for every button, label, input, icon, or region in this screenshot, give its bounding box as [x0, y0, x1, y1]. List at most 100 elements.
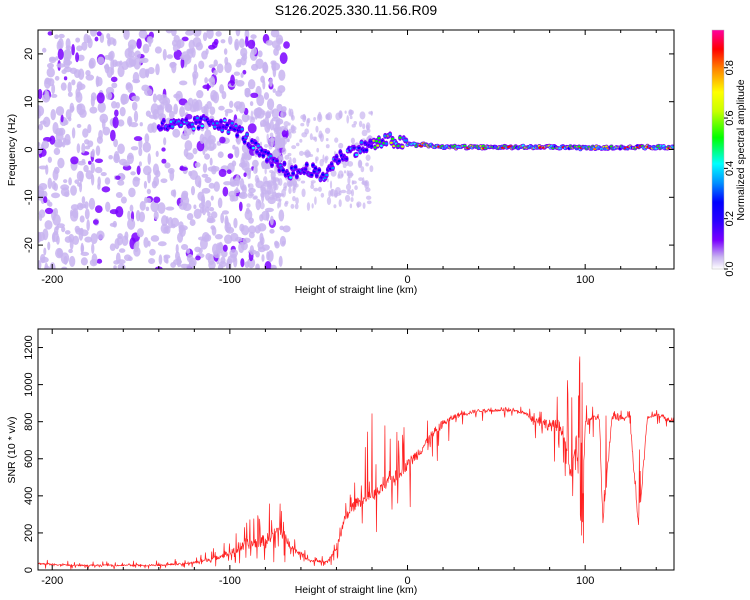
spectral-blob — [105, 201, 111, 212]
spectral-blob — [221, 250, 228, 258]
spectral-blob — [194, 162, 201, 168]
spectral-blob — [147, 123, 155, 134]
spectral-blob — [247, 191, 254, 199]
spectral-blob — [61, 266, 68, 269]
spectral-blob — [266, 133, 269, 141]
spectral-ridge-core — [352, 146, 356, 149]
snr-x-axis-label: Height of straight line (km) — [295, 584, 418, 596]
spectral-blob — [165, 30, 173, 34]
spectral-blob — [192, 147, 198, 155]
spectral-blob — [120, 196, 127, 204]
spectral-blob — [328, 190, 332, 198]
spectral-blob — [284, 154, 290, 160]
spectral-blob — [212, 91, 220, 104]
spectral-blob — [111, 101, 118, 109]
spectral-blob — [53, 166, 60, 175]
spectral-blob — [348, 109, 354, 115]
spectral-ridge-core — [240, 128, 244, 131]
spectral-blob — [171, 30, 177, 37]
spectral-blob — [235, 61, 242, 68]
spectral-blob — [128, 187, 136, 198]
spectral-blob — [272, 189, 277, 198]
spectral-blob — [60, 82, 67, 91]
spectral-blob — [136, 165, 141, 176]
spectral-blob — [234, 146, 240, 158]
spectral-blob — [316, 147, 320, 153]
spectral-blob — [44, 265, 50, 269]
spectral-blob — [192, 73, 197, 86]
spectral-blob — [310, 180, 316, 184]
x-tick-label: -200 — [41, 575, 63, 587]
spectral-blob — [115, 191, 123, 198]
spectral-blob — [362, 202, 366, 209]
spectral-ridge-core — [261, 154, 265, 157]
spectral-blob — [326, 112, 333, 121]
spectral-blob — [184, 140, 193, 151]
spectral-blob — [290, 130, 297, 134]
spectral-blob — [248, 217, 254, 224]
spectral-blob — [274, 240, 279, 247]
spectral-blob — [165, 206, 175, 211]
spectral-blob — [141, 57, 149, 63]
spectral-blob — [220, 256, 226, 265]
spectral-blob — [113, 260, 120, 265]
spectral-ridge-core — [388, 133, 392, 136]
spectral-blob — [235, 105, 239, 112]
spectral-blob — [76, 143, 81, 154]
x-tick-label: 100 — [576, 274, 594, 286]
spectral-blob — [247, 39, 256, 49]
spectral-blob — [245, 207, 250, 215]
spectral-blob — [233, 188, 240, 194]
y-tick-label: 20 — [23, 48, 35, 60]
spectral-blob — [205, 200, 212, 209]
spectral-blob — [109, 129, 116, 142]
spectral-blob — [244, 87, 251, 93]
spectral-blob — [358, 177, 364, 182]
spectral-blob — [69, 105, 75, 112]
spectral-blob — [267, 250, 274, 262]
spectral-blob — [247, 257, 256, 269]
spectral-blob — [260, 191, 266, 198]
spectral-blob — [278, 209, 285, 222]
spectral-ridge-core — [230, 122, 234, 125]
spectral-blob — [47, 201, 53, 207]
x-tick-label: 0 — [404, 575, 410, 587]
spectral-blob — [153, 196, 161, 203]
spectral-blob — [272, 88, 276, 93]
snr-x-ticks: -200 -100 0 100 — [41, 329, 657, 587]
spectral-ridge-core — [192, 127, 196, 130]
spectral-blob — [110, 67, 115, 76]
spectral-blob — [221, 91, 227, 100]
y-tick-label: 600 — [23, 450, 35, 468]
spectral-blob — [365, 154, 371, 161]
spectral-blob — [241, 112, 250, 123]
spectral-blob — [347, 176, 351, 185]
spectral-blob — [201, 187, 211, 194]
spectral-blob — [229, 249, 238, 258]
spectral-blob — [175, 243, 179, 254]
spectral-blob — [113, 265, 117, 269]
spectral-blob — [101, 186, 111, 193]
spectral-blob — [262, 79, 266, 90]
spectral-blob — [97, 101, 106, 113]
spectral-blob — [47, 156, 53, 163]
spectral-blob — [277, 120, 281, 126]
spectral-blob — [281, 188, 286, 198]
spectral-blob — [263, 92, 270, 100]
spectral-blob — [144, 68, 150, 77]
spectral-ridge-core — [213, 125, 217, 129]
spectral-blob — [104, 63, 110, 74]
spectral-blob — [136, 38, 142, 49]
spectral-ridge-core — [195, 116, 199, 120]
spectral-blob — [135, 210, 141, 222]
spectral-blob — [100, 172, 107, 177]
spectral-blob — [94, 166, 103, 174]
spectral-blob — [223, 181, 232, 186]
spectral-ridge-core — [364, 149, 368, 152]
spectral-blob — [314, 196, 317, 205]
spectral-blob — [247, 123, 257, 134]
spectral-blob — [268, 77, 273, 87]
spectral-blob — [67, 81, 72, 93]
spectral-blob — [129, 204, 134, 212]
